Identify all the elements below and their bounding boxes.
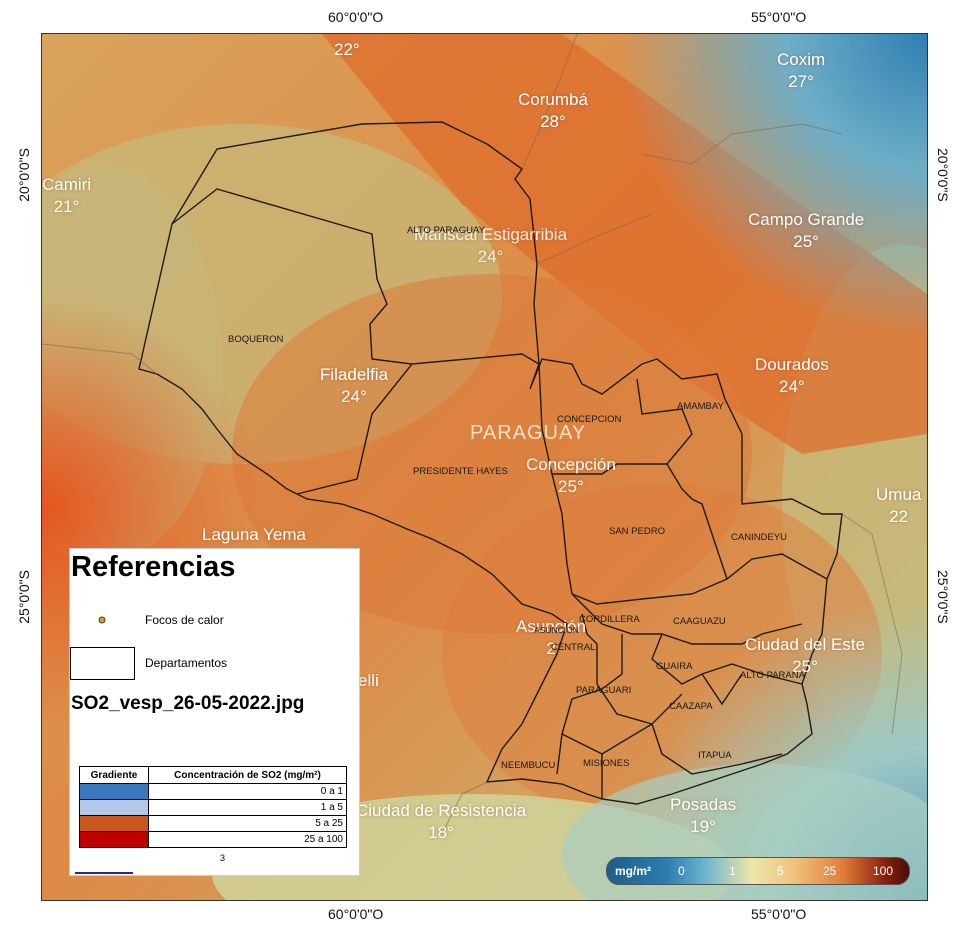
scale-tick: 0 (678, 864, 685, 878)
dept-label: AMAMBAY (677, 401, 724, 412)
color-swatch (79, 815, 149, 832)
dept-label: CAAGUAZU (673, 616, 726, 627)
city-ciudad-del-este: Ciudad del Este 25° (745, 635, 866, 676)
gradient-table: Gradiente Concentración de SO2 (mg/m²) 0… (79, 766, 347, 848)
dept-label: CAAZAPA (669, 701, 713, 712)
left-lat-label-bottom: 25°0'0"S (16, 570, 32, 624)
city-mariscal: Mariscal Estigarribia 24° (414, 225, 568, 266)
right-lat-label-top: 20°0'0"S (935, 148, 951, 202)
dept-label: BOQUERON (228, 334, 284, 345)
color-swatch (79, 783, 149, 800)
dept-label: MISIONES (583, 758, 630, 769)
scale-unit: mg/m² (615, 864, 651, 878)
table-header-gradient: Gradiente (79, 766, 149, 784)
file-name: SO2_vesp_26-05-2022.jpg (71, 693, 305, 714)
departments-label: Departamentos (145, 656, 228, 670)
table-row: 5 a 25 (79, 815, 347, 832)
city-coxim: Coxim 27° (777, 50, 826, 91)
scale-tick: 1 (729, 864, 736, 878)
dept-label: NEEMBUCU (501, 760, 556, 771)
table-row: 1 a 5 (79, 799, 347, 816)
table-row: 25 a 100 (79, 831, 347, 848)
city-resistencia: Ciudad de Resistencia 18° (356, 801, 527, 842)
color-swatch (79, 831, 149, 848)
top-lon-label-left: 60°0'0"O (328, 9, 384, 25)
range-value: 25 a 100 (148, 831, 347, 848)
top-lon-label-right: 55°0'0"O (751, 9, 807, 25)
city-corumba: Corumbá 28° (518, 90, 588, 131)
bottom-lon-label-left: 60°0'0"O (328, 906, 384, 922)
country-label: PARAGUAY (470, 422, 587, 444)
scale-tick: 5 (777, 864, 784, 878)
city-posadas: Posadas 19° (670, 795, 737, 836)
dept-label: ASUNCION (534, 625, 579, 635)
dept-label: CONCEPCION (557, 414, 622, 425)
color-swatch (79, 799, 149, 816)
hotspot-symbol-icon (98, 616, 106, 624)
city-elli: elli (358, 671, 379, 690)
dept-label: ITAPUA (698, 750, 732, 761)
city-dourados: Dourados 24° (755, 355, 829, 396)
city-filadelfia: Filadelfia 24° (320, 365, 389, 406)
city-label: 22° (334, 40, 360, 59)
dept-label: ALTO PARANA (740, 670, 805, 681)
department-swatch (70, 647, 135, 680)
table-row: 0 a 1 (79, 783, 347, 800)
dept-label: CORDILLERA (579, 614, 640, 625)
stray-mark: 3 (220, 853, 226, 863)
dept-label: CANINDEYU (731, 532, 787, 543)
dept-label: PARAGUARI (576, 685, 632, 696)
scale-tick: 25 (823, 864, 837, 878)
city-laguna-yema: Laguna Yema (202, 525, 306, 544)
city-concepcion: Concepción 25° (526, 455, 616, 496)
scale-tick: 100 (873, 864, 894, 878)
city-campo-grande: Campo Grande 25° (748, 210, 865, 251)
dept-label: PRESIDENTE HAYES (413, 466, 508, 477)
legend-title: Referencias (71, 551, 236, 583)
table-header-concentration: Concentración de SO2 (mg/m²) (148, 766, 347, 784)
right-lat-label-bottom: 25°0'0"S (935, 570, 951, 624)
city-camiri: Camiri 21° (42, 175, 92, 216)
city-umua: Umua 22 (876, 485, 922, 526)
dept-label: GUAIRA (656, 661, 693, 672)
color-scale-bar: mg/m² 0 1 5 25 100 (606, 857, 910, 885)
legend-panel: Referencias Focos de calor Departamentos… (69, 548, 360, 876)
bottom-lon-label-right: 55°0'0"O (751, 906, 807, 922)
dept-label: ALTO PARAGUAY (407, 225, 485, 236)
department-borders (138, 121, 843, 805)
left-lat-label-top: 20°0'0"S (16, 148, 32, 202)
city-asuncion: Asunción 2 (516, 617, 586, 658)
range-value: 5 a 25 (148, 815, 347, 832)
legend-underline (75, 872, 133, 874)
dept-label: SAN PEDRO (609, 526, 665, 537)
range-value: 0 a 1 (148, 783, 347, 800)
hotspots-label: Focos de calor (145, 613, 224, 627)
dept-label: CENTRAL (551, 642, 596, 653)
range-value: 1 a 5 (148, 799, 347, 816)
